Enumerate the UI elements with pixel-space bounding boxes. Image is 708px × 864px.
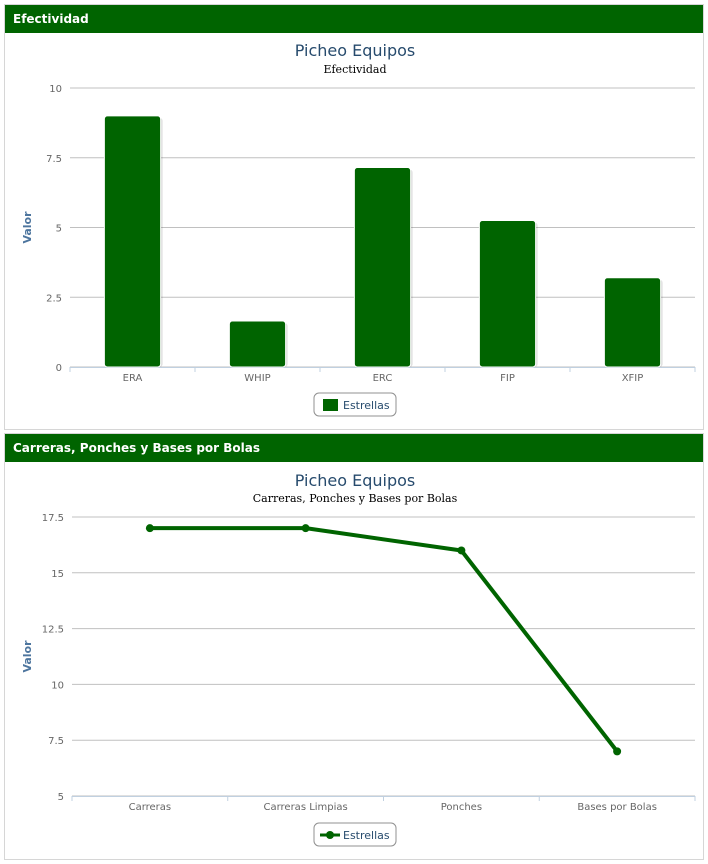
y-tick-label: 2.5 (46, 293, 62, 304)
x-tick-label: Ponches (441, 802, 482, 813)
x-tick-label: ERA (123, 373, 143, 384)
runs-strikeouts-line-chart: Picheo Equipos Carreras, Ponches y Bases … (21, 471, 696, 847)
legend-symbol (323, 399, 338, 411)
y-tick-label: 12.5 (42, 625, 64, 636)
x-tick-label: Carreras (129, 802, 172, 813)
runs-strikeouts-panel: Carreras, Ponches y Bases por Bolas Pich… (4, 433, 704, 860)
y-axis-title: Valor (21, 211, 34, 244)
bar (478, 220, 537, 368)
series-line (149, 526, 619, 753)
y-tick-label: 7.5 (48, 736, 64, 747)
x-tick-label: WHIP (244, 373, 270, 384)
x-tick-label: FIP (500, 373, 515, 384)
legend-label: Estrellas (343, 399, 390, 412)
y-tick-label: 15 (51, 569, 64, 580)
effectiveness-panel: Efectividad Picheo Equipos Efectividad 0 2.… (4, 4, 704, 430)
y-tick-label: 7.5 (46, 154, 62, 165)
panel-header-efectividad: Efectividad (5, 5, 703, 33)
data-point (457, 546, 466, 555)
bar (103, 115, 162, 368)
x-tick-label: Carreras Limpias (263, 802, 347, 813)
legend-symbol-marker (326, 831, 334, 839)
effectiveness-bar-chart: Picheo Equipos Efectividad 0 2.5 5 7.5 10 Valor… (21, 41, 696, 417)
y-tick-label: 0 (56, 363, 62, 374)
data-point (613, 747, 622, 756)
panel-header-carreras: Carreras, Ponches y Bases por Bolas (5, 434, 703, 462)
bar (603, 277, 662, 368)
y-tick-label: 17.5 (42, 513, 64, 524)
bar (228, 320, 287, 368)
data-point (301, 524, 310, 533)
x-tick-label: Bases por Bolas (577, 802, 657, 813)
chart-title: Picheo Equipos (295, 41, 416, 60)
x-tick-label: ERC (373, 373, 393, 384)
y-tick-label: 10 (51, 680, 64, 691)
chart-title: Picheo Equipos (295, 471, 416, 490)
y-tick-label: 5 (58, 792, 64, 803)
chart-subtitle: Carreras, Ponches y Bases por Bolas (253, 492, 458, 505)
y-tick-label: 10 (49, 84, 62, 95)
bar (353, 167, 412, 368)
y-axis-title: Valor (21, 640, 34, 673)
x-tick-label: XFIP (622, 373, 644, 384)
y-tick-label: 5 (56, 224, 62, 235)
data-point (145, 524, 154, 533)
legend-box (313, 822, 397, 847)
legend-label: Estrellas (343, 829, 390, 842)
chart-subtitle: Efectividad (323, 63, 386, 76)
